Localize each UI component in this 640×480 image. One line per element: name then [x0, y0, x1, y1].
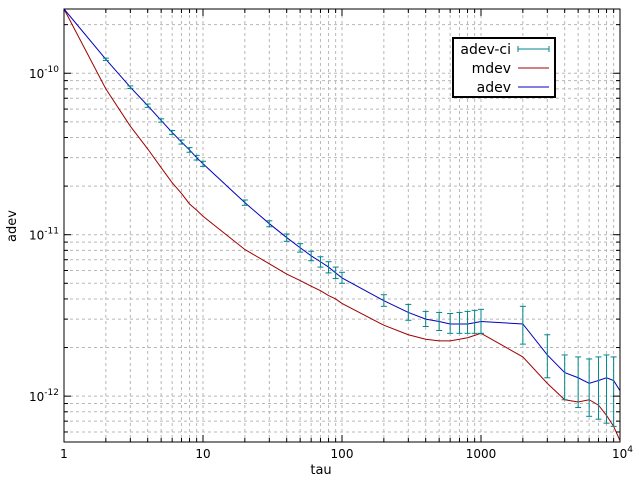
y-tick-label: 10-11 [29, 227, 59, 243]
legend-label-adev: adev [477, 80, 511, 96]
y-axis-title: adev [5, 210, 20, 242]
tick-marks [63, 9, 621, 442]
y-tick-label: 10-10 [29, 65, 59, 81]
x-axis-title: tau [310, 463, 331, 478]
x-tick-label: 104 [612, 445, 633, 461]
series-errorbars-adev-ci [102, 57, 617, 427]
y-tick-label: 10-12 [29, 388, 59, 404]
x-tick-label: 10 [195, 447, 210, 461]
tick-labels: 1 10 100 1000 104 10-10 10-11 10-12 [29, 65, 633, 461]
legend-label-mdev: mdev [472, 61, 511, 77]
series-layer [63, 8, 621, 441]
x-tick-label: 1 [60, 447, 68, 461]
x-tick-label: 1000 [466, 447, 497, 461]
legend: adev-ci mdev adev [452, 37, 556, 98]
legend-label-adev-ci: adev-ci [460, 42, 511, 58]
grid [64, 9, 620, 442]
x-tick-label: 100 [331, 447, 354, 461]
